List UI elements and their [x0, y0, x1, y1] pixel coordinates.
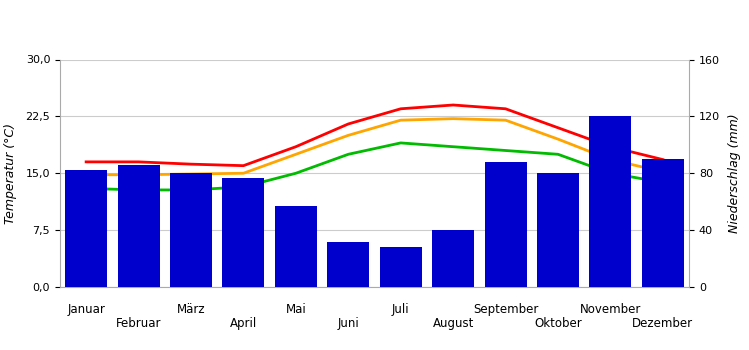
Legend: Niederschlag, Temp (Tag), Ø Temp, Temp (Nacht): Niederschlag, Temp (Tag), Ø Temp, Temp (… — [144, 0, 605, 2]
Text: September: September — [473, 303, 539, 316]
Text: Juni: Juni — [337, 317, 360, 330]
Text: Oktober: Oktober — [534, 317, 582, 330]
Bar — [485, 162, 527, 287]
Text: Februar: Februar — [116, 317, 161, 330]
Bar — [222, 177, 264, 287]
Bar — [275, 206, 317, 287]
Text: Dezember: Dezember — [632, 317, 694, 330]
Bar — [170, 173, 212, 287]
Bar — [642, 159, 684, 287]
Bar — [327, 241, 369, 287]
Bar — [589, 116, 631, 287]
Text: Juli: Juli — [392, 303, 410, 316]
Text: August: August — [432, 317, 474, 330]
Bar — [118, 165, 160, 287]
Bar — [537, 173, 579, 287]
Text: Januar: Januar — [67, 303, 105, 316]
Y-axis label: Temperatur (°C): Temperatur (°C) — [4, 123, 17, 224]
Bar — [380, 247, 422, 287]
Text: April: April — [230, 317, 257, 330]
Bar — [432, 230, 474, 287]
Text: März: März — [177, 303, 205, 316]
Y-axis label: Niederschlag (mm): Niederschlag (mm) — [728, 113, 742, 233]
Text: Mai: Mai — [285, 303, 306, 316]
Bar — [65, 170, 107, 287]
Text: November: November — [580, 303, 641, 316]
